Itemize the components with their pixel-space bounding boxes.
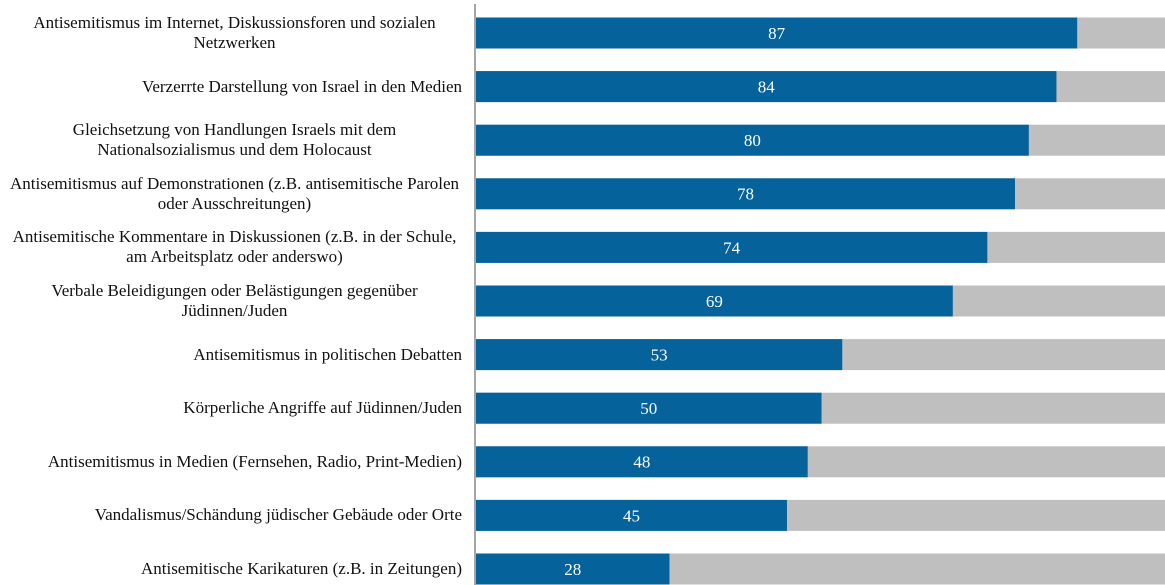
category-text: Antisemitische Karikaturen (z.B. in Zeit… <box>140 559 462 578</box>
category-label: Antisemitische Karikaturen (z.B. in Zeit… <box>0 559 462 579</box>
bar <box>476 285 953 317</box>
category-text: Antisemitismus in politischen Debatten <box>193 344 462 364</box>
value-label: 87 <box>768 24 786 43</box>
category-label: Verzerrte Darstellung von Israel in den … <box>0 77 462 97</box>
category-label: Antisemitismus auf Demonstrationen (z.B.… <box>0 174 462 214</box>
category-text: Verzerrte Darstellung von Israel in den … <box>141 76 462 96</box>
bar <box>476 17 1078 49</box>
value-label: 84 <box>758 78 776 97</box>
bar <box>476 499 787 531</box>
value-label: 69 <box>706 292 723 311</box>
bar <box>476 178 1015 210</box>
value-label: 45 <box>623 506 640 525</box>
value-label: 78 <box>737 185 754 204</box>
bar <box>476 71 1057 103</box>
category-text: Antisemitismus im Internet, Diskussionsf… <box>33 13 436 52</box>
category-text: Antisemitismus auf Demonstrationen (z.B.… <box>10 173 459 213</box>
category-label: Antisemitismus in politischen Debatten <box>0 345 462 365</box>
category-label: Antisemitische Kommentare in Diskussione… <box>0 227 462 267</box>
bar <box>476 553 670 585</box>
value-label: 48 <box>633 453 650 472</box>
value-label: 28 <box>564 560 581 579</box>
category-text: Vandalismus/Schändung jüdischer Gebäude … <box>94 505 462 525</box>
category-label: Antisemitismus im Internet, Diskussionsf… <box>0 13 462 53</box>
category-label: Vandalismus/Schändung jüdischer Gebäude … <box>0 505 462 525</box>
category-label: Gleichsetzung von Handlungen Israels mit… <box>0 120 462 160</box>
value-label: 53 <box>651 346 668 365</box>
bar <box>476 446 808 478</box>
bar <box>476 392 822 424</box>
category-text: Antisemitische Kommentare in Diskussione… <box>12 227 457 267</box>
value-label: 50 <box>640 399 657 418</box>
category-text: Gleichsetzung von Handlungen Israels mit… <box>72 120 397 160</box>
value-label: 74 <box>723 238 741 257</box>
category-label: Körperliche Angriffe auf Jüdinnen/Juden <box>0 398 462 418</box>
category-label: Antisemitismus in Medien (Fernsehen, Rad… <box>0 452 462 472</box>
value-label: 80 <box>744 131 761 150</box>
bar <box>476 339 843 371</box>
bar <box>476 124 1029 156</box>
category-text: Körperliche Angriffe auf Jüdinnen/Juden <box>183 398 462 418</box>
category-text: Verbale Beleidigungen oder Belästigungen… <box>51 281 418 320</box>
bar <box>476 231 988 263</box>
category-text: Antisemitismus in Medien (Fernsehen, Rad… <box>47 451 462 471</box>
category-label: Verbale Beleidigungen oder Belästigungen… <box>0 281 462 321</box>
